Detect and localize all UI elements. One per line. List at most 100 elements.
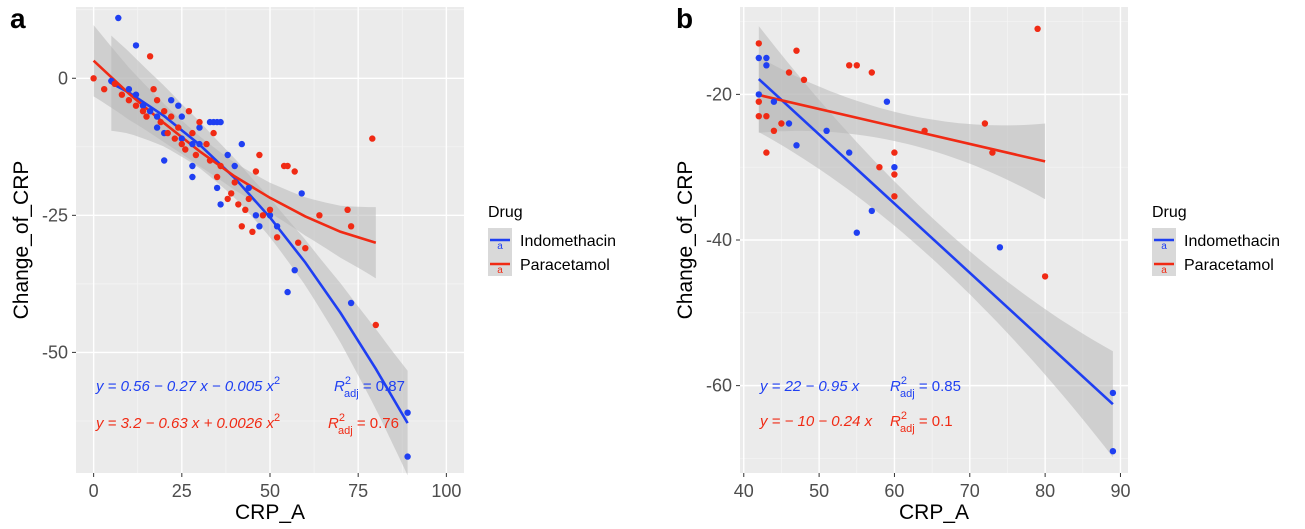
data-point-paracetamol: [171, 135, 178, 142]
equation-paracetamol: y = 3.2 − 0.63 x + 0.0026 x2: [95, 412, 280, 432]
r-squared-paracetamol: R2 adj = 0.76: [328, 412, 399, 437]
data-point-paracetamol: [231, 179, 238, 186]
legend-glyph-indomethacin: a: [497, 241, 503, 252]
x-tick-label: 40: [734, 481, 754, 501]
legend-label-indomethacin: Indomethacin: [520, 233, 616, 250]
data-point-paracetamol: [192, 151, 200, 159]
data-point-paracetamol: [238, 223, 245, 230]
data-point-paracetamol: [1041, 273, 1049, 280]
x-tick-label: 75: [348, 481, 368, 501]
y-tick-label: -20: [706, 84, 732, 104]
fit-line-paracetamol: [758, 93, 1046, 163]
data-point-paracetamol: [763, 113, 770, 120]
data-point-indomethacin: [770, 98, 778, 105]
data-point-paracetamol: [891, 193, 898, 200]
y-tick-label: 0: [58, 68, 68, 88]
data-point-indomethacin: [132, 42, 140, 49]
data-point-paracetamol: [770, 127, 778, 134]
x-tick-label: 70: [960, 481, 980, 501]
fit-line-indomethacin: [757, 78, 1114, 406]
data-point-paracetamol: [316, 212, 323, 219]
data-point-paracetamol: [259, 212, 267, 219]
x-tick-label: 60: [884, 481, 904, 501]
data-point-paracetamol: [1034, 25, 1041, 32]
data-point-paracetamol: [755, 113, 762, 120]
data-point-indomethacin: [755, 54, 762, 62]
data-point-paracetamol: [168, 113, 175, 120]
data-point-paracetamol: [118, 91, 126, 98]
data-point-paracetamol: [344, 206, 351, 213]
data-point-paracetamol: [252, 168, 260, 175]
r-squared-indomethacin: R2 adj = 0.87: [334, 375, 405, 400]
data-point-paracetamol: [175, 124, 182, 131]
data-point-indomethacin: [252, 212, 260, 219]
data-point-paracetamol: [90, 75, 97, 82]
x-tick-label: 90: [1110, 481, 1130, 501]
data-point-paracetamol: [206, 157, 214, 164]
data-point-indomethacin: [139, 102, 147, 109]
data-point-indomethacin: [785, 120, 793, 127]
data-point-indomethacin: [891, 164, 898, 171]
equation-indomethacin: y = 22 − 0.95 x: [759, 378, 860, 395]
panel-label: b: [676, 3, 693, 34]
y-tick-label: -25: [42, 205, 68, 225]
legend-title: Drug: [488, 204, 523, 221]
data-point-indomethacin: [266, 212, 274, 219]
legend-glyph-indomethacin: a: [1161, 241, 1167, 252]
y-axis-title: Change_of_CRP: [10, 161, 33, 320]
data-point-indomethacin: [763, 54, 770, 62]
data-point-indomethacin: [153, 113, 161, 120]
data-point-indomethacin: [1109, 448, 1117, 455]
data-point-paracetamol: [217, 162, 224, 170]
data-point-paracetamol: [800, 76, 808, 84]
x-tick-label: 25: [172, 481, 192, 501]
data-point-paracetamol: [921, 127, 928, 134]
data-point-indomethacin: [823, 127, 830, 134]
legend: Drug a Indomethacin a Paracetamol: [1152, 204, 1280, 276]
data-point-indomethacin: [196, 124, 203, 131]
data-point-paracetamol: [273, 234, 281, 241]
data-point-indomethacin: [238, 140, 245, 148]
data-point-paracetamol: [235, 201, 242, 208]
data-point-indomethacin: [196, 140, 203, 148]
legend-glyph-paracetamol: a: [497, 265, 503, 276]
legend-glyph-paracetamol: a: [1161, 265, 1167, 276]
data-point-indomethacin: [178, 135, 185, 142]
data-point-indomethacin: [189, 162, 196, 170]
data-point-indomethacin: [291, 267, 298, 274]
data-point-paracetamol: [182, 146, 189, 153]
data-point-indomethacin: [217, 201, 224, 208]
data-point-indomethacin: [763, 62, 770, 69]
equation-indomethacin: y = 0.56 − 0.27 x − 0.005 x2: [95, 375, 280, 395]
data-point-paracetamol: [793, 47, 800, 54]
data-point-paracetamol: [755, 98, 762, 105]
data-point-indomethacin: [175, 102, 182, 109]
y-axis-title: Change_of_CRP: [674, 161, 697, 320]
data-point-paracetamol: [101, 86, 108, 93]
data-point-indomethacin: [273, 223, 281, 230]
data-point-paracetamol: [143, 113, 150, 120]
data-point-indomethacin: [1109, 389, 1117, 397]
data-point-paracetamol: [876, 164, 883, 171]
data-point-indomethacin: [868, 207, 875, 215]
data-point-paracetamol: [295, 239, 302, 246]
data-point-paracetamol: [347, 223, 355, 230]
chart-panel-b: 40 50 60 70 80 90 -20 -40 -60 y = 22 − 0.95 x R2 ad…: [674, 3, 1280, 524]
data-point-indomethacin: [168, 97, 175, 104]
data-point-indomethacin: [132, 91, 140, 98]
data-point-paracetamol: [846, 62, 853, 69]
data-point-paracetamol: [164, 129, 171, 137]
x-axis-title: CRP_A: [235, 501, 305, 524]
data-point-paracetamol: [185, 108, 193, 115]
data-point-paracetamol: [989, 149, 996, 156]
data-point-indomethacin: [115, 14, 122, 22]
data-point-paracetamol: [189, 129, 196, 137]
data-point-paracetamol: [891, 171, 898, 178]
data-point-paracetamol: [242, 206, 249, 213]
data-point-indomethacin: [853, 229, 860, 236]
equation-paracetamol: y = − 10 − 0.24 x: [759, 413, 873, 430]
data-point-indomethacin: [189, 173, 196, 181]
data-point-paracetamol: [228, 190, 235, 197]
fit-line-indomethacin: [110, 82, 409, 424]
x-tick-label: 50: [809, 481, 829, 501]
